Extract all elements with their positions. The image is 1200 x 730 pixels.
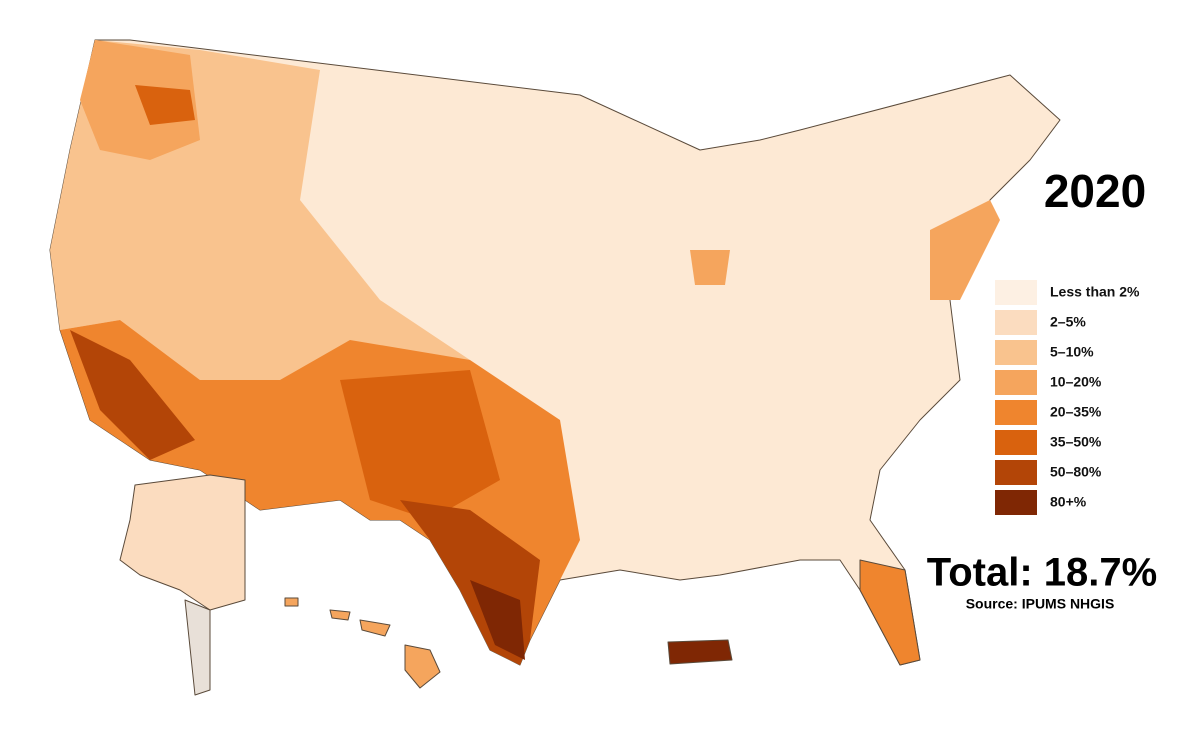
yakima-region <box>135 85 195 125</box>
alaska <box>119 474 246 611</box>
legend-label: 2–5% <box>1050 314 1086 330</box>
california-region <box>70 330 195 460</box>
legend-label: 35–50% <box>1050 434 1102 450</box>
legend-label: 20–35% <box>1050 404 1102 420</box>
puerto-rico <box>667 639 733 665</box>
legend-swatch <box>995 490 1037 515</box>
legend-swatch <box>995 280 1037 305</box>
legend-swatch <box>995 370 1037 395</box>
legend-label: Less than 2% <box>1050 284 1140 300</box>
legend-label: 50–80% <box>1050 464 1102 480</box>
legend-swatch <box>995 430 1037 455</box>
chicago-region <box>690 250 730 285</box>
legend-swatch <box>995 400 1037 425</box>
legend-label: 80+% <box>1050 494 1087 510</box>
border-region <box>470 580 525 660</box>
legend-swatch <box>995 460 1037 485</box>
legend-swatch <box>995 340 1037 365</box>
legend: Less than 2% 2–5% 5–10% 10–20% 20–35% 35–50% 5… <box>995 280 1140 515</box>
legend-label: 5–10% <box>1050 344 1094 360</box>
new-mexico-region <box>340 370 500 520</box>
us-outline <box>49 39 1061 666</box>
source-label: Source: IPUMS NHGIS <box>966 596 1115 612</box>
northeast-region <box>930 200 1000 300</box>
map-title: 2020 <box>1044 165 1146 217</box>
legend-label: 10–20% <box>1050 374 1102 390</box>
map-regions <box>49 39 1061 696</box>
total-label: Total: 18.7% <box>927 551 1157 595</box>
alaska-panhandle <box>184 599 211 696</box>
northwest-region <box>80 40 200 160</box>
florida-region <box>859 559 921 666</box>
hawaii <box>284 597 441 689</box>
legend-swatch <box>995 310 1037 335</box>
